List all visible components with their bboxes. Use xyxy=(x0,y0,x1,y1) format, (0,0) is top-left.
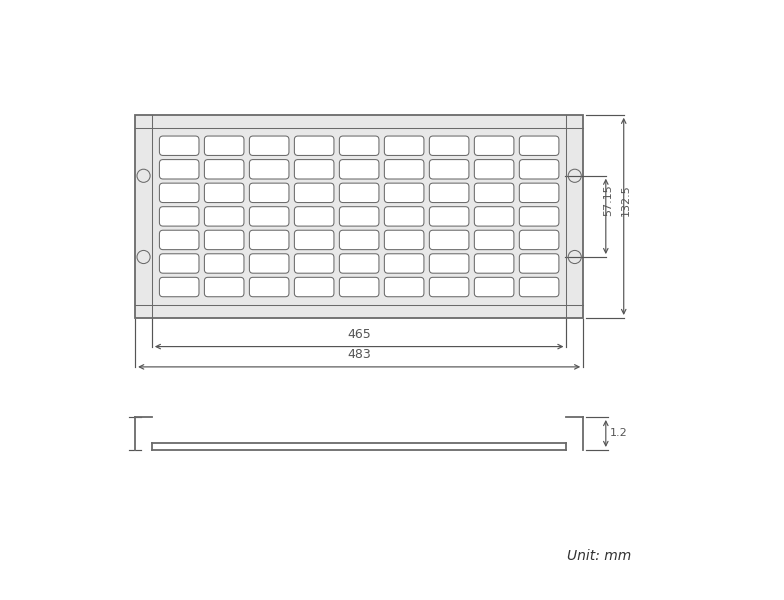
FancyBboxPatch shape xyxy=(384,230,424,250)
FancyBboxPatch shape xyxy=(339,183,379,203)
FancyBboxPatch shape xyxy=(384,277,424,297)
FancyBboxPatch shape xyxy=(205,254,244,273)
FancyBboxPatch shape xyxy=(384,160,424,179)
FancyBboxPatch shape xyxy=(430,230,469,250)
FancyBboxPatch shape xyxy=(384,254,424,273)
FancyBboxPatch shape xyxy=(249,277,289,297)
FancyBboxPatch shape xyxy=(249,230,289,250)
FancyBboxPatch shape xyxy=(294,206,334,226)
FancyBboxPatch shape xyxy=(519,136,559,155)
FancyBboxPatch shape xyxy=(294,183,334,203)
FancyBboxPatch shape xyxy=(384,183,424,203)
FancyBboxPatch shape xyxy=(519,254,559,273)
FancyBboxPatch shape xyxy=(430,206,469,226)
FancyBboxPatch shape xyxy=(519,160,559,179)
FancyBboxPatch shape xyxy=(474,206,514,226)
FancyBboxPatch shape xyxy=(205,277,244,297)
FancyBboxPatch shape xyxy=(249,160,289,179)
FancyBboxPatch shape xyxy=(205,160,244,179)
FancyBboxPatch shape xyxy=(159,160,199,179)
FancyBboxPatch shape xyxy=(159,254,199,273)
FancyBboxPatch shape xyxy=(159,230,199,250)
FancyBboxPatch shape xyxy=(430,136,469,155)
Text: 465: 465 xyxy=(347,328,371,341)
FancyBboxPatch shape xyxy=(205,136,244,155)
FancyBboxPatch shape xyxy=(339,206,379,226)
FancyBboxPatch shape xyxy=(159,136,199,155)
FancyBboxPatch shape xyxy=(519,183,559,203)
FancyBboxPatch shape xyxy=(430,183,469,203)
FancyBboxPatch shape xyxy=(519,206,559,226)
FancyBboxPatch shape xyxy=(159,277,199,297)
FancyBboxPatch shape xyxy=(474,160,514,179)
FancyBboxPatch shape xyxy=(339,230,379,250)
FancyBboxPatch shape xyxy=(474,230,514,250)
FancyBboxPatch shape xyxy=(339,136,379,155)
FancyBboxPatch shape xyxy=(294,277,334,297)
FancyBboxPatch shape xyxy=(474,136,514,155)
FancyBboxPatch shape xyxy=(519,277,559,297)
FancyBboxPatch shape xyxy=(339,160,379,179)
FancyBboxPatch shape xyxy=(384,136,424,155)
FancyBboxPatch shape xyxy=(205,183,244,203)
FancyBboxPatch shape xyxy=(294,254,334,273)
Text: 57.15: 57.15 xyxy=(603,185,613,217)
FancyBboxPatch shape xyxy=(339,277,379,297)
FancyBboxPatch shape xyxy=(249,183,289,203)
FancyBboxPatch shape xyxy=(205,230,244,250)
FancyBboxPatch shape xyxy=(474,277,514,297)
FancyBboxPatch shape xyxy=(430,254,469,273)
FancyBboxPatch shape xyxy=(249,254,289,273)
FancyBboxPatch shape xyxy=(430,277,469,297)
Text: Unit: mm: Unit: mm xyxy=(567,549,631,563)
FancyBboxPatch shape xyxy=(249,206,289,226)
Text: 483: 483 xyxy=(347,348,371,361)
FancyBboxPatch shape xyxy=(205,206,244,226)
FancyBboxPatch shape xyxy=(430,160,469,179)
FancyBboxPatch shape xyxy=(294,136,334,155)
FancyBboxPatch shape xyxy=(384,206,424,226)
FancyBboxPatch shape xyxy=(474,254,514,273)
Text: 132.5: 132.5 xyxy=(621,185,631,217)
FancyBboxPatch shape xyxy=(249,136,289,155)
Bar xyxy=(135,115,583,318)
FancyBboxPatch shape xyxy=(519,230,559,250)
FancyBboxPatch shape xyxy=(159,206,199,226)
FancyBboxPatch shape xyxy=(159,183,199,203)
FancyBboxPatch shape xyxy=(294,230,334,250)
FancyBboxPatch shape xyxy=(339,254,379,273)
FancyBboxPatch shape xyxy=(474,183,514,203)
FancyBboxPatch shape xyxy=(294,160,334,179)
Text: 1.2: 1.2 xyxy=(609,428,627,439)
